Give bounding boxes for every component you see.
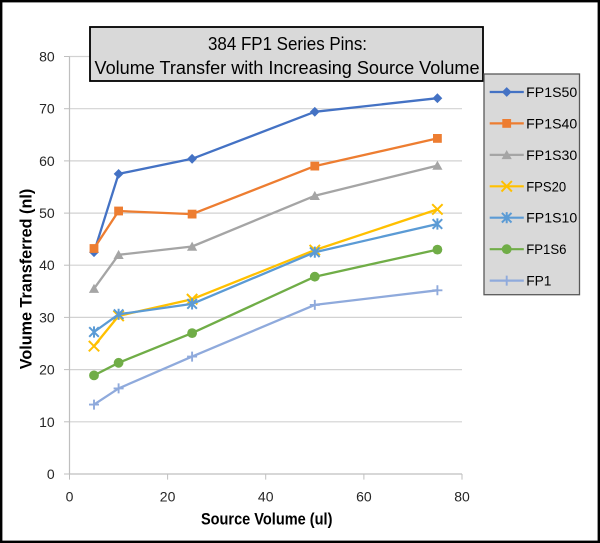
svg-text:FP1S50: FP1S50 — [526, 84, 577, 100]
svg-text:40: 40 — [258, 489, 274, 505]
svg-text:70: 70 — [39, 101, 55, 117]
svg-text:FP1S6: FP1S6 — [526, 241, 566, 257]
svg-text:40: 40 — [39, 257, 55, 273]
svg-text:0: 0 — [47, 466, 55, 482]
svg-text:FP1: FP1 — [526, 273, 551, 289]
svg-text:50: 50 — [39, 205, 55, 221]
svg-text:60: 60 — [39, 153, 55, 169]
svg-text:20: 20 — [39, 362, 55, 378]
svg-text:FPS20: FPS20 — [526, 178, 566, 194]
svg-text:80: 80 — [454, 489, 470, 505]
svg-text:FP1S40: FP1S40 — [526, 115, 577, 131]
svg-text:Volume Transfer with Increasin: Volume Transfer with Increasing Source V… — [95, 57, 480, 78]
svg-text:20: 20 — [160, 489, 176, 505]
svg-text:10: 10 — [39, 414, 55, 430]
svg-text:FP1S30: FP1S30 — [526, 147, 577, 163]
svg-text:0: 0 — [66, 489, 74, 505]
svg-text:80: 80 — [39, 49, 55, 65]
svg-text:Source Volume (ul): Source Volume (ul) — [201, 510, 333, 528]
svg-text:60: 60 — [356, 489, 372, 505]
svg-text:384 FP1 Series Pins:: 384 FP1 Series Pins: — [208, 33, 367, 54]
svg-text:30: 30 — [39, 309, 55, 325]
svg-text:Volume Transferred (nl): Volume Transferred (nl) — [18, 189, 36, 369]
svg-text:FP1S10: FP1S10 — [526, 210, 577, 226]
